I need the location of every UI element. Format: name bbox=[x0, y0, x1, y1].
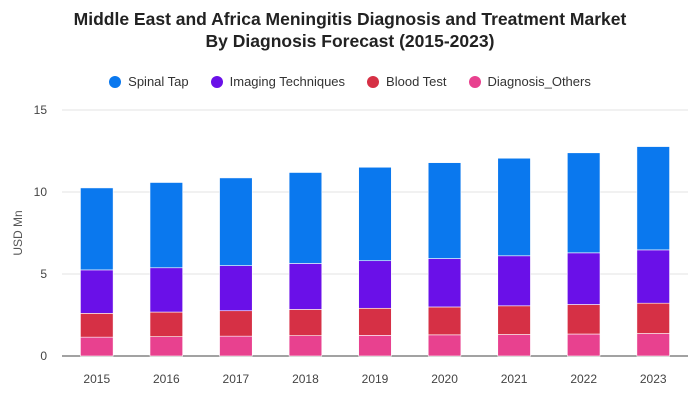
axis-layer: 0 5 10 15 USD Mn 2015 2016 2017 2018 2019 2020 2021… bbox=[11, 103, 667, 386]
bar-imaging-techniques-2018[interactable] bbox=[288, 263, 323, 310]
x-tick-label: 2015 bbox=[83, 372, 110, 386]
y-axis-title: USD Mn bbox=[11, 210, 25, 255]
x-tick-label: 2023 bbox=[640, 372, 667, 386]
y-tick-label: 5 bbox=[40, 267, 47, 281]
bar-blood-test-2023[interactable] bbox=[636, 302, 670, 334]
x-tick-label: 2017 bbox=[223, 372, 250, 386]
bar-spinal-tap-2020[interactable] bbox=[427, 162, 462, 259]
legend-item-spinal-tap[interactable]: Spinal Tap bbox=[109, 74, 189, 89]
chart-title: Middle East and Africa Meningitis Diagno… bbox=[0, 8, 700, 52]
x-tick-label: 2018 bbox=[292, 372, 319, 386]
bar-imaging-techniques-2016[interactable] bbox=[149, 267, 183, 313]
bar-blood-test-2022[interactable] bbox=[567, 304, 601, 335]
legend-swatch bbox=[367, 75, 380, 88]
legend-label: Blood Test bbox=[386, 74, 447, 89]
bar-blood-test-2020[interactable] bbox=[427, 306, 462, 336]
bar-blood-test-2019[interactable] bbox=[358, 307, 392, 336]
bar-blood-test-2016[interactable] bbox=[149, 311, 183, 337]
x-tick-label: 2016 bbox=[153, 372, 180, 386]
bar-imaging-techniques-2015[interactable] bbox=[80, 269, 114, 314]
bar-imaging-techniques-2020[interactable] bbox=[427, 258, 462, 308]
bar-layer bbox=[80, 146, 670, 357]
bar-diagnosis-others-2020[interactable] bbox=[427, 334, 462, 357]
bar-blood-test-2017[interactable] bbox=[219, 310, 253, 337]
bar-diagnosis-others-2018[interactable] bbox=[288, 335, 323, 357]
bar-spinal-tap-2015[interactable] bbox=[80, 187, 114, 271]
legend-label: Diagnosis_Others bbox=[487, 74, 591, 89]
bar-blood-test-2021[interactable] bbox=[497, 305, 531, 335]
legend-item-diagnosis-others[interactable]: Diagnosis_Others bbox=[468, 74, 591, 89]
bar-diagnosis-others-2016[interactable] bbox=[149, 336, 183, 357]
bar-spinal-tap-2019[interactable] bbox=[358, 166, 392, 262]
x-tick-label: 2020 bbox=[431, 372, 458, 386]
x-tick-label: 2022 bbox=[570, 372, 597, 386]
bar-diagnosis-others-2023[interactable] bbox=[636, 333, 670, 357]
bar-diagnosis-others-2015[interactable] bbox=[80, 336, 114, 357]
chart-title-line-2: By Diagnosis Forecast (2015-2023) bbox=[205, 31, 495, 51]
bar-spinal-tap-2023[interactable] bbox=[636, 146, 670, 251]
x-tick-label: 2019 bbox=[362, 372, 389, 386]
y-tick-label: 10 bbox=[34, 185, 48, 199]
bar-diagnosis-others-2017[interactable] bbox=[219, 335, 253, 357]
legend-item-blood-test[interactable]: Blood Test bbox=[367, 74, 447, 89]
legend-swatch bbox=[109, 75, 122, 88]
bar-diagnosis-others-2021[interactable] bbox=[497, 334, 531, 357]
bar-imaging-techniques-2022[interactable] bbox=[567, 252, 601, 305]
bar-spinal-tap-2022[interactable] bbox=[567, 152, 601, 254]
bar-diagnosis-others-2019[interactable] bbox=[358, 335, 392, 357]
bar-spinal-tap-2021[interactable] bbox=[497, 157, 531, 257]
legend-label: Imaging Techniques bbox=[229, 74, 346, 89]
bar-imaging-techniques-2017[interactable] bbox=[219, 265, 253, 312]
bar-spinal-tap-2018[interactable] bbox=[288, 172, 323, 264]
legend-item-imaging-techniques[interactable]: Imaging Techniques bbox=[210, 74, 346, 89]
bar-spinal-tap-2017[interactable] bbox=[219, 177, 253, 266]
legend-swatch bbox=[210, 75, 223, 88]
bar-imaging-techniques-2023[interactable] bbox=[636, 249, 670, 304]
legend-swatch bbox=[468, 75, 481, 88]
legend: Spinal Tap Imaging Techniques Blood Test Di… bbox=[0, 74, 700, 89]
bar-diagnosis-others-2022[interactable] bbox=[567, 333, 601, 357]
legend-label: Spinal Tap bbox=[128, 74, 189, 89]
chart-title-line-1: Middle East and Africa Meningitis Diagno… bbox=[73, 9, 627, 29]
bar-blood-test-2015[interactable] bbox=[80, 313, 114, 338]
bar-imaging-techniques-2019[interactable] bbox=[358, 260, 392, 309]
x-tick-label: 2021 bbox=[501, 372, 528, 386]
y-tick-label: 15 bbox=[34, 103, 48, 117]
y-tick-label: 0 bbox=[40, 349, 47, 363]
bar-imaging-techniques-2021[interactable] bbox=[497, 255, 531, 307]
bar-blood-test-2018[interactable] bbox=[288, 309, 323, 336]
bar-spinal-tap-2016[interactable] bbox=[149, 182, 183, 269]
